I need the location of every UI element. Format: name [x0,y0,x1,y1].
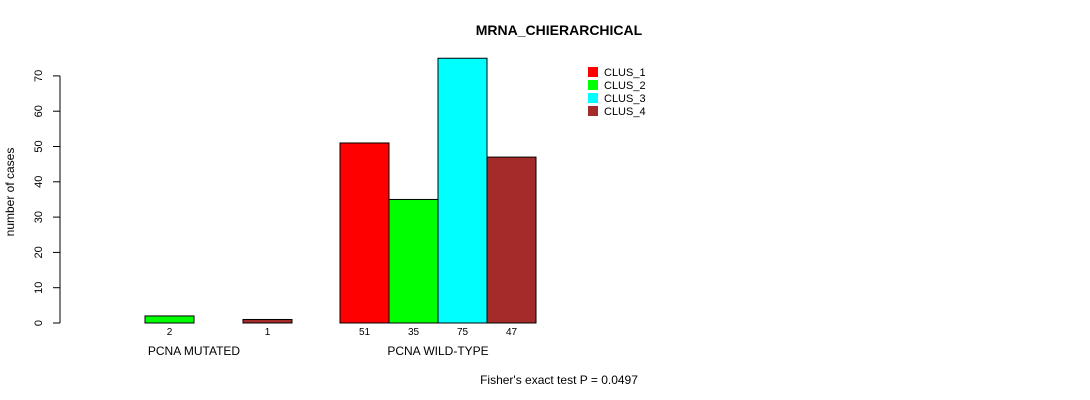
legend-label: CLUS_2 [604,80,646,92]
bar-labels-group: 2 1 51 35 75 47 [167,327,518,338]
bar-clus-3-wild-type [437,57,488,324]
bar-value-label: 35 [408,327,420,338]
bar-clus-2-mutated [144,315,195,324]
chart-title: MRNA_CHIERARCHICAL [476,22,643,38]
y-tick-label: 30 [33,211,45,223]
legend-label: CLUS_4 [604,106,646,118]
y-tick-label: 60 [33,105,45,117]
y-tick-label: 20 [33,246,45,258]
x-axis-labels: PCNA MUTATED PCNA WILD-TYPE [148,344,489,358]
x-category-label: PCNA MUTATED [148,344,241,358]
bar-value-label: 1 [265,327,271,338]
legend-swatch [588,106,598,116]
bars-group [144,57,537,324]
y-axis: 0 10 20 30 40 50 60 70 [33,70,61,326]
y-axis-label: number of cases [3,148,17,237]
bar-value-label: 75 [457,327,469,338]
y-tick-label: 0 [33,320,45,326]
fisher-test-annotation: Fisher's exact test P = 0.0497 [480,373,638,387]
y-tick-label: 50 [33,140,45,152]
legend-swatch [588,67,598,77]
bar-value-label: 47 [506,327,518,338]
y-tick-label: 70 [33,70,45,82]
x-category-label: PCNA WILD-TYPE [387,344,488,358]
bar-value-label: 2 [167,327,173,338]
bar-clus-4-wild-type [486,156,537,324]
legend-swatch [588,80,598,90]
legend-swatch [588,93,598,103]
bar-clus-1-wild-type [339,142,390,324]
bar-clus-2-wild-type [388,198,439,324]
bar-clus-4-mutated [242,318,293,324]
legend-label: CLUS_3 [604,93,646,105]
y-tick-label: 10 [33,282,45,294]
bar-value-label: 51 [359,327,371,338]
y-tick-label: 40 [33,176,45,188]
legend-label: CLUS_1 [604,67,646,79]
